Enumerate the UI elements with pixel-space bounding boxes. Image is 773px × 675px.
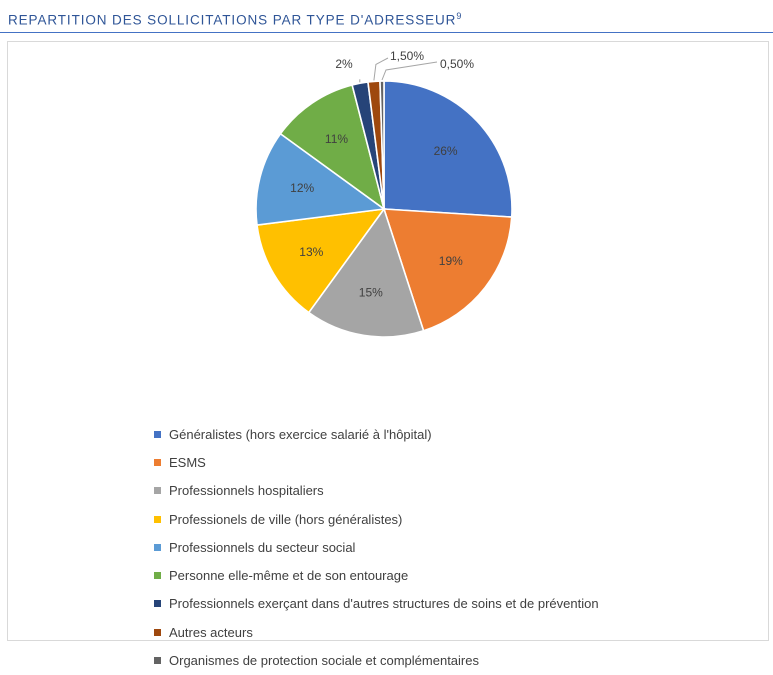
pie-slice (255, 132, 387, 226)
page-title: REPARTITION DES SOLLICITATIONS PAR TYPE … (8, 11, 461, 28)
legend-item: Professionnels du secteur social (154, 533, 599, 561)
title-footnote: 9 (456, 11, 462, 21)
slice-data-label: 0,50% (440, 57, 474, 71)
legend-label: Personne elle-même et de son entourage (169, 568, 409, 584)
legend-label: Organismes de protection sociale et comp… (169, 653, 479, 669)
pie-slice (256, 207, 386, 314)
legend-label: Professionels de ville (hors généraliste… (169, 511, 403, 527)
page-title-text: REPARTITION DES SOLLICITATIONS PAR TYPE … (8, 12, 457, 28)
slice-data-label: 1,50% (390, 49, 424, 63)
slice-data-label: 15% (359, 285, 383, 299)
legend-swatch (154, 572, 161, 580)
legend-label: Professionnels hospitaliers (169, 483, 324, 499)
pie-slice (307, 207, 425, 338)
legend-swatch (154, 515, 161, 523)
pie-slice (383, 80, 513, 218)
legend-swatch (154, 628, 161, 636)
legend-label: Généralistes (hors exercice salarié à l'… (169, 426, 432, 442)
legend-label: Professionnels du secteur social (169, 539, 356, 555)
slice-data-label: 12% (290, 181, 314, 195)
legend-item: Personne elle-même et de son entourage (154, 561, 599, 589)
legend-item: Professionnels hospitaliers (154, 477, 599, 505)
pie-slice (379, 80, 385, 210)
legend-label: Professionnels exerçant dans d'autres st… (169, 596, 599, 612)
slice-data-label: 19% (439, 254, 463, 268)
chart-area: 26% 19% 15% 13% 12% 11% 2% 1,50% 0,50% Généralis… (7, 41, 769, 668)
pie-chart: 26% 19% 15% 13% 12% 11% 2% 1,50% 0,50% (255, 49, 513, 338)
slice-data-label: 13% (299, 245, 323, 259)
pie-slice (382, 208, 513, 332)
legend-item: Professionnels exerçant dans d'autres st… (154, 590, 599, 618)
legend-item: Généralistes (hors exercice salarié à l'… (154, 420, 599, 448)
leader-line (373, 57, 389, 81)
leader-line (381, 61, 438, 81)
legend-label: ESMS (169, 454, 206, 470)
slice-data-label: 11% (325, 132, 348, 146)
slice-data-label: 2% (335, 57, 353, 71)
page-header: REPARTITION DES SOLLICITATIONS PAR TYPE … (0, 0, 773, 34)
legend-swatch (154, 430, 161, 438)
legend-swatch (154, 543, 161, 551)
legend-item: ESMS (154, 448, 599, 476)
pie-slice (279, 84, 386, 211)
legend-item: Organismes de protection sociale et comp… (154, 646, 599, 674)
legend-label: Autres acteurs (169, 624, 253, 640)
legend-swatch (154, 458, 161, 466)
chart-legend: Généralistes (hors exercice salarié à l'… (154, 420, 599, 675)
slice-data-label: 26% (434, 144, 458, 158)
header-divider (0, 32, 773, 33)
legend-swatch (154, 657, 161, 665)
legend-item: Professionels de ville (hors généraliste… (154, 505, 599, 533)
legend-item: Autres acteurs (154, 618, 599, 646)
legend-swatch (154, 600, 161, 608)
legend-swatch (154, 487, 161, 495)
